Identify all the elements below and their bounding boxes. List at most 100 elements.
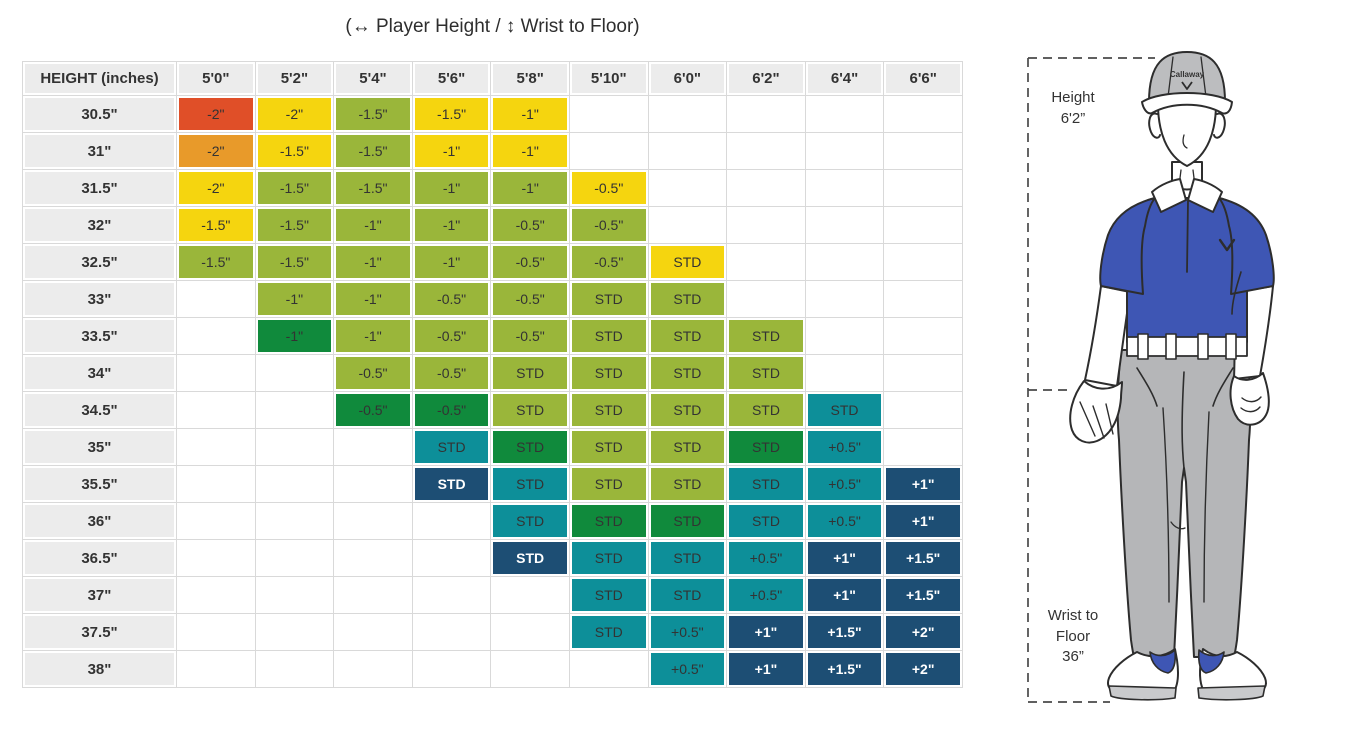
column-header: 6'0" (647, 61, 728, 96)
wrist-to-floor-value: 36” (1062, 648, 1084, 665)
table-cell: STD (568, 539, 649, 577)
table-cell (176, 539, 256, 577)
table-cell (804, 243, 885, 281)
left-sleeve (1099, 197, 1156, 295)
table-body: 30.5" -2" -2" -1.5" -1.5" -1" 31" -2" -1.5" -1.5"… (22, 95, 963, 688)
table-cell: -0.5" (490, 280, 570, 318)
table-cell (568, 650, 649, 688)
shirt-placket (1186, 200, 1189, 273)
table-row: 31" -2" -1.5" -1.5" -1" -1" (22, 132, 963, 170)
column-header: 5'8" (490, 61, 570, 96)
row-label: 37.5" (22, 613, 177, 651)
cap-chevron-logo (1181, 81, 1193, 90)
table-cell (647, 206, 728, 244)
table-cell: STD (647, 354, 728, 392)
table-row: 32.5" -1.5" -1.5" -1" -1" -0.5" -0.5" STD (22, 243, 963, 281)
table-cell: STD (568, 576, 649, 614)
table-cell: -1.5" (411, 95, 492, 133)
table-cell (883, 206, 963, 244)
table-cell: +0.5" (804, 428, 885, 466)
row-label: 34.5" (22, 391, 177, 429)
table-cell (883, 243, 963, 281)
table-cell: -0.5" (411, 391, 492, 429)
table-cell: STD (726, 354, 806, 392)
right-sleeve (1218, 197, 1275, 295)
table-cell: STD (647, 465, 728, 503)
table-cell: STD (647, 391, 728, 429)
table-cell (804, 354, 885, 392)
table-cell (726, 206, 806, 244)
table-cell (490, 576, 570, 614)
table-cell (254, 613, 335, 651)
table-row: 36.5" STD STD STD +0.5" +1" +1.5" (22, 539, 963, 577)
table-cell: -2" (176, 169, 256, 207)
table-cell: +1" (726, 650, 806, 688)
table-cell (804, 95, 885, 133)
table-cell (411, 576, 492, 614)
table-cell: -0.5" (490, 243, 570, 281)
table-cell: STD (647, 576, 728, 614)
table-cell (568, 95, 649, 133)
table-cell: +0.5" (726, 539, 806, 577)
table-cell: STD (726, 502, 806, 540)
table-cell: -1.5" (176, 243, 256, 281)
table-cell: +1" (804, 576, 885, 614)
row-label: 32.5" (22, 243, 177, 281)
table-row: 37.5" STD +0.5" +1" +1.5" +2" (22, 613, 963, 651)
face (1156, 97, 1218, 167)
table-cell: -0.5" (333, 391, 413, 429)
table-cell (333, 465, 413, 503)
table-cell: STD (490, 354, 570, 392)
table-cell: -1" (411, 243, 492, 281)
row-label: 30.5" (22, 95, 177, 133)
table-cell (254, 650, 335, 688)
table-cell (176, 576, 256, 614)
cap-brand-text: Callaway (1170, 70, 1205, 79)
table-cell: STD (568, 317, 649, 355)
table-cell: -1.5" (254, 132, 335, 170)
table-row: 33.5" -1" -1" -0.5" -0.5" STD STD STD (22, 317, 963, 355)
table-cell (333, 576, 413, 614)
table-cell: -0.5" (411, 354, 492, 392)
table-cell: -0.5" (568, 243, 649, 281)
table-cell: STD (490, 391, 570, 429)
table-cell: STD (568, 354, 649, 392)
table-cell: -1" (333, 280, 413, 318)
table-cell: +1" (804, 539, 885, 577)
table-cell (568, 132, 649, 170)
table-cell (804, 132, 885, 170)
table-cell: STD (726, 465, 806, 503)
chart-title: (↔ Player Height / ↕ Wrist to Floor) (345, 16, 640, 37)
table-cell (333, 502, 413, 540)
table-cell: -1" (490, 95, 570, 133)
table-cell: -1.5" (254, 169, 335, 207)
table-cell: +0.5" (726, 576, 806, 614)
golfer-measurement-figure: Height 6'2” Wrist to Floor 36” (1005, 40, 1340, 720)
shirt-chevron-logo (1218, 238, 1236, 252)
table-cell: +1.5" (804, 650, 885, 688)
table-cell: -1" (411, 206, 492, 244)
table-cell: -1" (254, 280, 335, 318)
table-cell (254, 465, 335, 503)
column-header: 5'2" (254, 61, 335, 96)
table-cell (176, 317, 256, 355)
neck-collar (1151, 161, 1223, 213)
table-cell (411, 650, 492, 688)
table-cell: +2" (883, 650, 963, 688)
table-cell: STD (490, 428, 570, 466)
table-cell (176, 280, 256, 318)
table-cell (176, 650, 256, 688)
table-cell: STD (568, 391, 649, 429)
table-cell: -1" (490, 132, 570, 170)
club-length-fitting-table: HEIGHT (inches) 5'0" 5'2" 5'4" 5'6" 5'8" 5'10… (22, 61, 963, 688)
table-cell (490, 613, 570, 651)
collar-right (1187, 178, 1223, 213)
table-cell: STD (568, 465, 649, 503)
column-header: 6'4" (804, 61, 885, 96)
table-cell: +1.5" (804, 613, 885, 651)
table-cell: STD (726, 428, 806, 466)
table-cell (726, 243, 806, 281)
table-cell: -1" (411, 132, 492, 170)
table-cell: STD (647, 280, 728, 318)
table-cell (176, 465, 256, 503)
